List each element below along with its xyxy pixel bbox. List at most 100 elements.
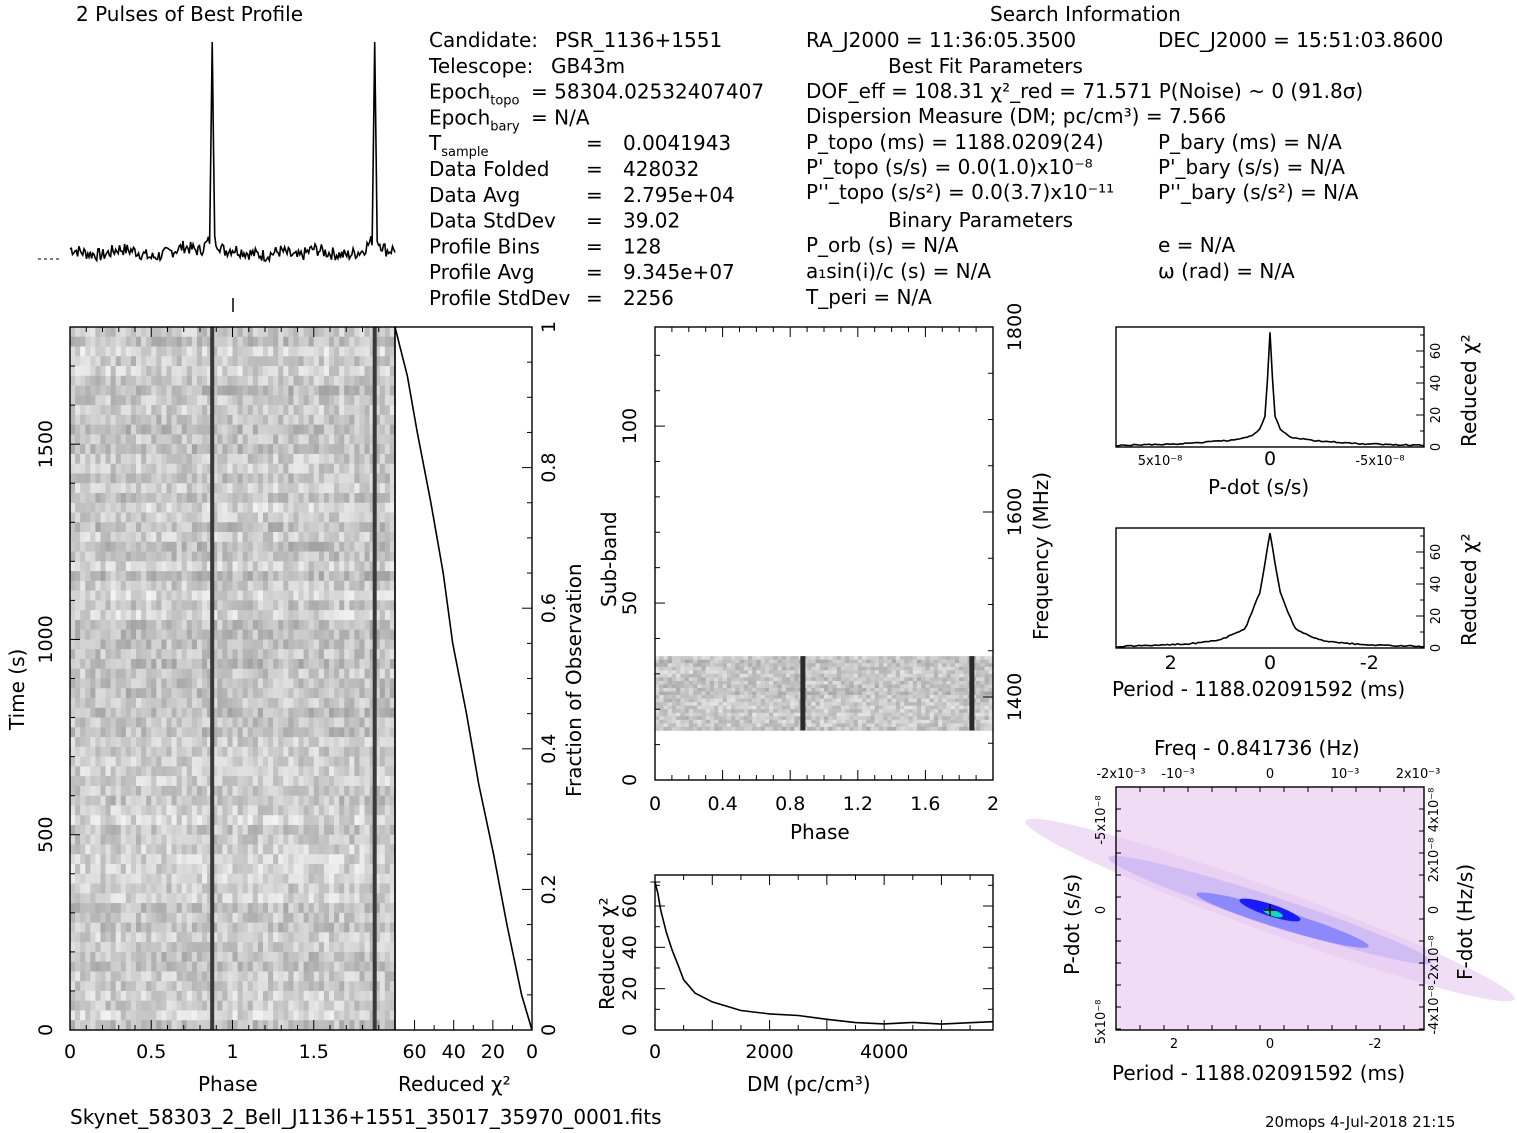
heatmap-cell <box>268 961 274 972</box>
heatmap-cell <box>288 590 294 601</box>
heatmap-cell <box>389 1010 396 1021</box>
heatmap-cell <box>374 668 381 679</box>
heatmap-cell <box>328 864 335 875</box>
heatmap-cell <box>151 366 157 377</box>
heatmap-cell <box>171 483 177 494</box>
heatmap-cell <box>247 483 254 494</box>
heatmap-cell <box>252 639 259 650</box>
heatmap-cell <box>288 473 294 484</box>
x-tick-label: 0.5 <box>136 1041 166 1063</box>
heatmap-cell <box>85 610 91 621</box>
heatmap-cell <box>273 951 279 962</box>
heatmap-cell <box>151 658 157 670</box>
heatmap-cell <box>369 776 375 787</box>
heatmap-cell <box>207 522 213 533</box>
heatmap-cell <box>389 610 396 621</box>
heatmap-cell <box>349 629 355 640</box>
heatmap-cell <box>293 746 299 757</box>
heatmap-cell <box>75 658 81 670</box>
heatmap-cell <box>80 385 86 396</box>
pdd-topo-value: P''_topo (s/s²) = 0.0(3.7)x10⁻¹¹ <box>806 180 1114 204</box>
heatmap-cell <box>70 942 76 953</box>
heatmap-cell <box>141 395 147 406</box>
heatmap-cell <box>389 580 396 591</box>
heatmap-cell <box>268 912 274 923</box>
heatmap-cell <box>308 366 315 377</box>
heatmap-cell <box>364 834 370 845</box>
heatmap-cell <box>176 844 183 855</box>
heatmap-cell <box>298 912 304 923</box>
heatmap-cell <box>171 561 177 572</box>
heatmap-cell <box>268 492 274 504</box>
heatmap-cell <box>115 522 122 533</box>
heatmap-cell <box>75 903 81 914</box>
heatmap-cell <box>80 951 86 962</box>
heatmap-cell <box>359 532 365 543</box>
heatmap-cell <box>344 844 350 855</box>
heatmap-cell <box>90 678 96 689</box>
heatmap-cell <box>202 854 208 865</box>
heatmap-cell <box>283 698 289 709</box>
heatmap-cell <box>166 463 172 474</box>
heatmap-cell <box>105 1000 111 1011</box>
heatmap-cell <box>252 522 259 533</box>
heatmap-cell <box>141 639 147 650</box>
heatmap-cell <box>339 990 345 1001</box>
heatmap-cell <box>110 327 117 338</box>
heatmap-cell <box>257 834 264 845</box>
heatmap-cell <box>222 571 228 582</box>
heatmap-cell <box>115 424 122 435</box>
heatmap-cell <box>186 610 193 621</box>
heatmap-cell <box>176 346 183 357</box>
heatmap-cell <box>384 922 391 933</box>
heatmap-cell <box>262 981 269 992</box>
heatmap-cell <box>85 590 91 601</box>
heatmap-cell <box>130 707 137 718</box>
heatmap-cell <box>323 854 330 865</box>
subband-cell <box>676 656 681 660</box>
heatmap-cell <box>191 951 198 962</box>
heatmap-cell <box>242 834 249 845</box>
heatmap-cell <box>171 824 177 836</box>
heatmap-cell <box>318 327 325 338</box>
heatmap-cell <box>379 590 386 601</box>
heatmap-cell <box>217 561 223 572</box>
heatmap-cell <box>349 512 355 523</box>
heatmap-cell <box>202 737 208 748</box>
heatmap-cell <box>273 922 279 933</box>
heatmap-cell <box>222 1020 228 1031</box>
heatmap-cell <box>374 541 381 552</box>
heatmap-cell <box>222 785 228 796</box>
heatmap-cell <box>90 492 96 504</box>
heatmap-cell <box>293 424 299 435</box>
heatmap-cell <box>323 776 330 787</box>
heatmap-cell <box>303 893 309 904</box>
heatmap-cell <box>75 1000 81 1011</box>
heatmap-cell <box>191 561 198 572</box>
heatmap-cell <box>252 1020 259 1031</box>
heatmap-cell <box>334 395 340 406</box>
heatmap-cell <box>212 785 218 796</box>
heatmap-cell <box>339 600 345 611</box>
heatmap-cell <box>212 375 218 386</box>
heatmap-cell <box>273 883 279 894</box>
subband-cell <box>680 656 685 660</box>
heatmap-cell <box>384 854 391 865</box>
subband-cell <box>697 656 702 660</box>
heatmap-cell <box>374 912 381 923</box>
heatmap-cell <box>288 541 294 552</box>
subband-cell <box>908 659 914 664</box>
heatmap-cell <box>95 600 101 611</box>
heatmap-cell <box>379 346 386 357</box>
heatmap-cell <box>151 756 157 767</box>
heatmap-cell <box>278 756 284 767</box>
heatmap-cell <box>95 805 101 816</box>
heatmap-cell <box>95 766 101 777</box>
heatmap-cell <box>151 590 157 601</box>
heatmap-cell <box>130 981 137 992</box>
heatmap-cell <box>75 424 81 435</box>
heatmap-cell <box>202 766 208 777</box>
heatmap-cell <box>359 795 365 806</box>
heatmap-cell <box>268 883 274 894</box>
x-tick-label: 40 <box>442 1041 466 1063</box>
